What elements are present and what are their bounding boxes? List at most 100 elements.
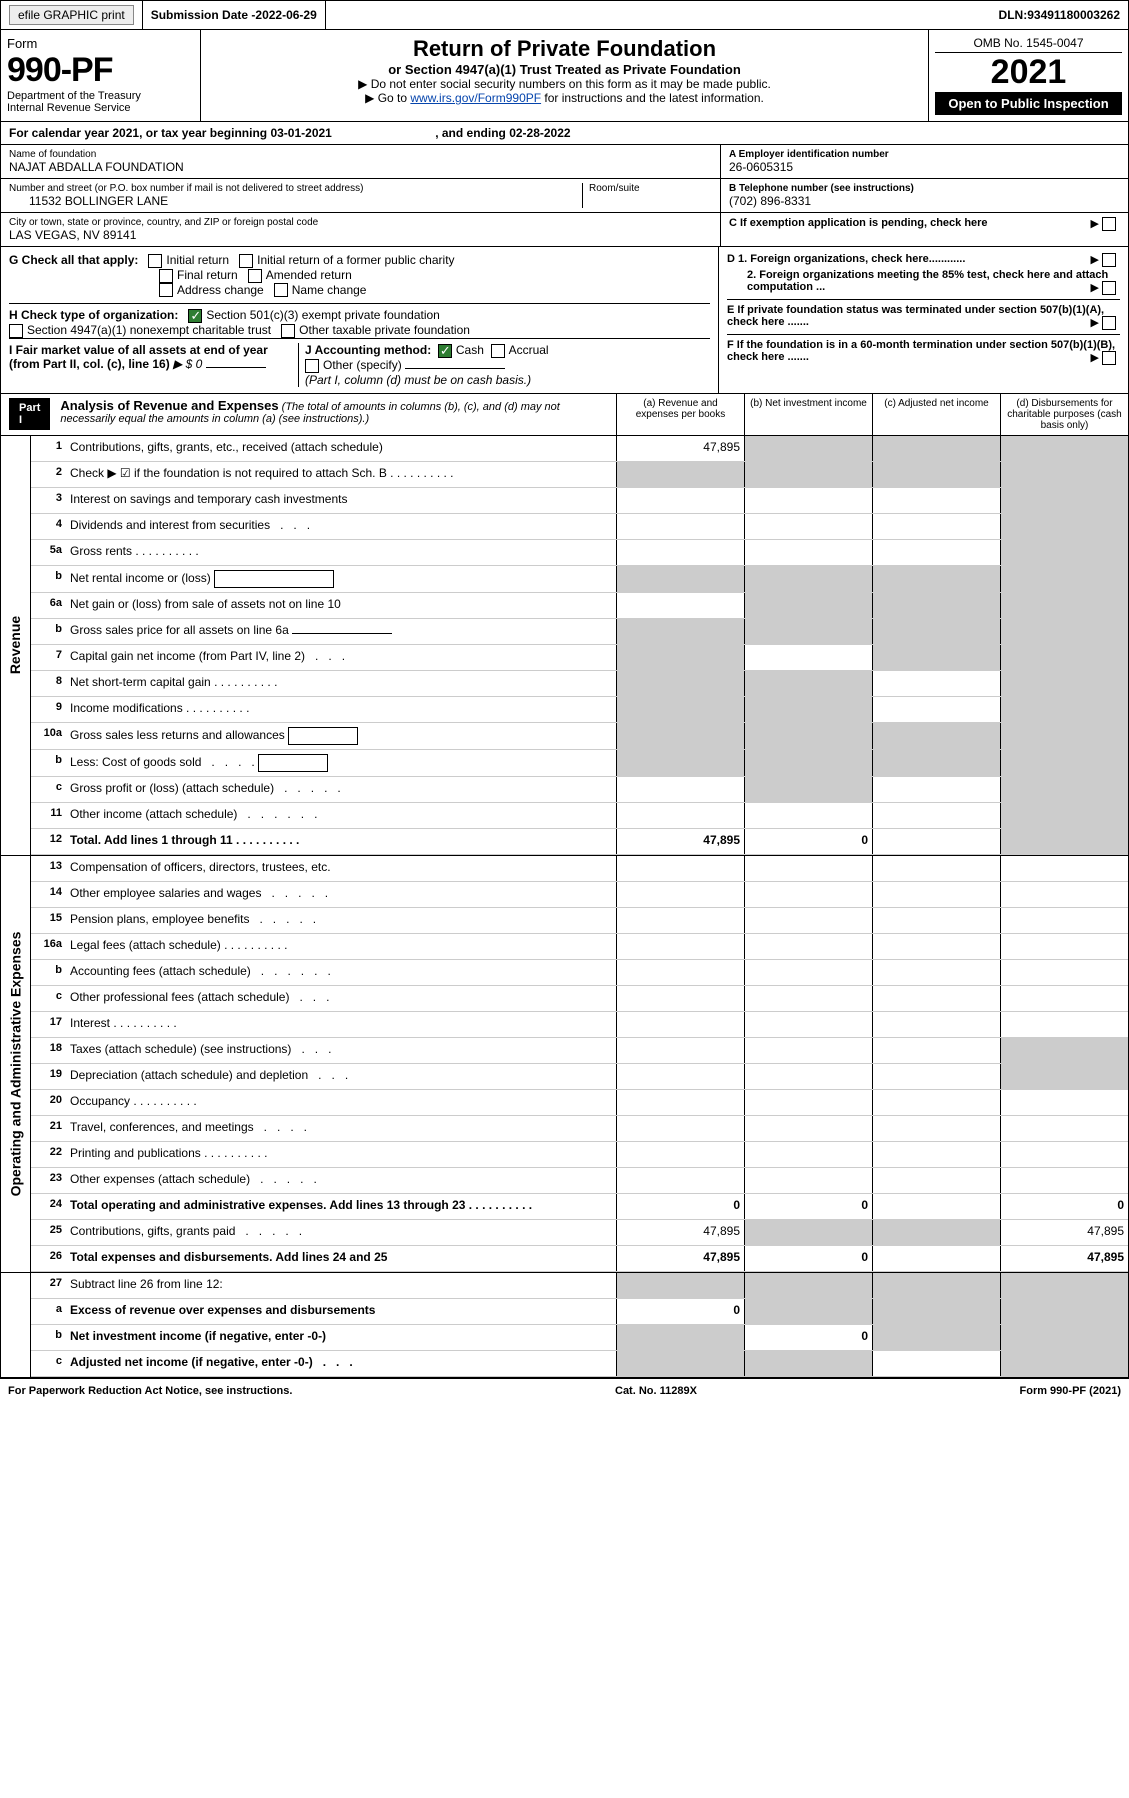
line-12: 12Total. Add lines 1 through 1147,8950: [31, 829, 1128, 855]
exemption-cell: C If exemption application is pending, c…: [721, 213, 1128, 233]
i-underline: [206, 367, 266, 368]
header-middle: Return of Private Foundation or Section …: [201, 30, 928, 121]
c-label: C If exemption application is pending, c…: [729, 217, 988, 229]
line-27: 27Subtract line 26 from line 12:: [31, 1273, 1128, 1299]
header-left: Form 990-PF Department of the Treasury I…: [1, 30, 201, 121]
line-27c: cAdjusted net income (if negative, enter…: [31, 1351, 1128, 1377]
j-cash-checkbox[interactable]: [438, 344, 452, 358]
j-other-checkbox[interactable]: [305, 359, 319, 373]
revenue-section: Revenue 1Contributions, gifts, grants, e…: [0, 436, 1129, 856]
cal-begin: 03-01-2021: [270, 126, 331, 140]
line-23: 23Other expenses (attach schedule) . . .…: [31, 1168, 1128, 1194]
h-501c3: Section 501(c)(3) exempt private foundat…: [206, 308, 439, 322]
h-4947-checkbox[interactable]: [9, 324, 23, 338]
g-final: Final return: [177, 268, 238, 282]
line-26: 26Total expenses and disbursements. Add …: [31, 1246, 1128, 1272]
form-number: 990-PF: [7, 51, 194, 90]
e-text: E If private foundation status was termi…: [727, 304, 1104, 328]
entity-info: Name of foundation NAJAT ABDALLA FOUNDAT…: [0, 145, 1129, 247]
j-cash: Cash: [456, 343, 484, 357]
line-19: 19Depreciation (attach schedule) and dep…: [31, 1064, 1128, 1090]
line-9: 9Income modifications: [31, 697, 1128, 723]
j-section: J Accounting method: Cash Accrual Other …: [299, 343, 710, 387]
line-1: 1Contributions, gifts, grants, etc., rec…: [31, 436, 1128, 462]
line-10a: 10aGross sales less returns and allowanc…: [31, 723, 1128, 750]
expenses-rows: 13Compensation of officers, directors, t…: [31, 856, 1128, 1272]
line-17: 17Interest: [31, 1012, 1128, 1038]
part1-title: Analysis of Revenue and Expenses: [60, 398, 278, 413]
line-27b: bNet investment income (if negative, ent…: [31, 1325, 1128, 1351]
check-section: G Check all that apply: Initial return I…: [0, 247, 1129, 394]
line-14: 14Other employee salaries and wages . . …: [31, 882, 1128, 908]
d1-row: D 1. Foreign organizations, check here..…: [727, 253, 1120, 265]
h-501c3-checkbox[interactable]: [188, 309, 202, 323]
line-6a: 6aNet gain or (loss) from sale of assets…: [31, 593, 1128, 619]
ein-value: 26-0605315: [729, 160, 1120, 174]
line27-rows: 27Subtract line 26 from line 12: aExcess…: [31, 1273, 1128, 1377]
g-address: Address change: [177, 283, 264, 297]
ein-cell: A Employer identification number 26-0605…: [721, 145, 1128, 179]
line-20: 20Occupancy: [31, 1090, 1128, 1116]
g-final-checkbox[interactable]: [159, 269, 173, 283]
g-initial-former-checkbox[interactable]: [239, 254, 253, 268]
c-checkbox[interactable]: [1102, 217, 1116, 231]
form-subtitle: or Section 4947(a)(1) Trust Treated as P…: [207, 62, 922, 77]
info-right: A Employer identification number 26-0605…: [721, 145, 1128, 246]
j-accrual: Accrual: [509, 343, 549, 357]
irs-link[interactable]: www.irs.gov/Form990PF: [410, 91, 541, 105]
efile-graphic-print-button[interactable]: efile GRAPHIC print: [9, 5, 134, 25]
line-7: 7Capital gain net income (from Part IV, …: [31, 645, 1128, 671]
d1-checkbox[interactable]: [1102, 253, 1116, 267]
g-initial: Initial return: [166, 253, 229, 267]
line-3: 3Interest on savings and temporary cash …: [31, 488, 1128, 514]
line-22: 22Printing and publications: [31, 1142, 1128, 1168]
g-amended-checkbox[interactable]: [248, 269, 262, 283]
e-checkbox[interactable]: [1102, 316, 1116, 330]
line-15: 15Pension plans, employee benefits . . .…: [31, 908, 1128, 934]
city-cell: City or town, state or province, country…: [1, 213, 720, 246]
part1-header-row: Part I Analysis of Revenue and Expenses …: [0, 394, 1129, 436]
g-initial-checkbox[interactable]: [148, 254, 162, 268]
g-address-checkbox[interactable]: [159, 283, 173, 297]
h-other-checkbox[interactable]: [281, 324, 295, 338]
f-checkbox[interactable]: [1102, 351, 1116, 365]
foundation-name: NAJAT ABDALLA FOUNDATION: [9, 160, 712, 174]
i-section: I Fair market value of all assets at end…: [9, 343, 299, 387]
line-10c: cGross profit or (loss) (attach schedule…: [31, 777, 1128, 803]
line-11: 11Other income (attach schedule) . . . .…: [31, 803, 1128, 829]
d2-checkbox[interactable]: [1102, 281, 1116, 295]
line-21: 21Travel, conferences, and meetings . . …: [31, 1116, 1128, 1142]
j-note: (Part I, column (d) must be on cash basi…: [305, 373, 531, 387]
g-name-checkbox[interactable]: [274, 283, 288, 297]
line27-side: [1, 1273, 31, 1377]
city-label: City or town, state or province, country…: [9, 217, 712, 228]
room-label: Room/suite: [589, 183, 712, 194]
revenue-text: Revenue: [8, 616, 24, 674]
line-27a: aExcess of revenue over expenses and dis…: [31, 1299, 1128, 1325]
ein-label: A Employer identification number: [729, 149, 1120, 160]
g-name: Name change: [292, 283, 367, 297]
expenses-text: Operating and Administrative Expenses: [8, 931, 24, 1196]
expenses-side-label: Operating and Administrative Expenses: [1, 856, 31, 1272]
instr2-pre: ▶ Go to: [365, 91, 410, 105]
j-accrual-checkbox[interactable]: [491, 344, 505, 358]
line-6b: bGross sales price for all assets on lin…: [31, 619, 1128, 645]
dln-segment: DLN: 93491180003262: [991, 1, 1128, 29]
expenses-section: Operating and Administrative Expenses 13…: [0, 856, 1129, 1273]
street-address: 11532 BOLLINGER LANE: [9, 194, 582, 208]
col-a-header: (a) Revenue and expenses per books: [616, 394, 744, 435]
cal-pre: For calendar year 2021, or tax year begi…: [9, 126, 270, 140]
efile-segment: efile GRAPHIC print: [1, 1, 143, 29]
j-other-line: [405, 368, 505, 369]
h-label: H Check type of organization:: [9, 308, 178, 322]
c-arrow: ▶: [1090, 217, 1120, 231]
tax-year: 2021: [935, 53, 1122, 92]
name-label: Name of foundation: [9, 149, 712, 160]
dln-label: DLN:: [999, 8, 1028, 22]
d1-text: D 1. Foreign organizations, check here..…: [727, 253, 965, 265]
h-4947: Section 4947(a)(1) nonexempt charitable …: [27, 323, 271, 337]
d2-text: 2. Foreign organizations meeting the 85%…: [747, 269, 1108, 293]
part1-left: Part I Analysis of Revenue and Expenses …: [1, 394, 616, 435]
instruction-2: ▶ Go to www.irs.gov/Form990PF for instru…: [207, 91, 922, 105]
g-initial-former: Initial return of a former public charit…: [257, 253, 454, 267]
